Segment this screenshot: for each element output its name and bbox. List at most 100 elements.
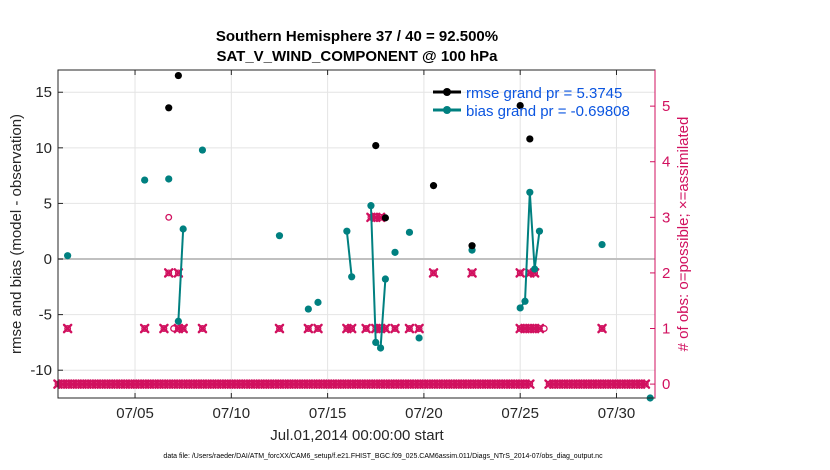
obs-possible-point xyxy=(165,380,173,388)
bias-point xyxy=(391,248,399,256)
obs-possible-point xyxy=(536,325,543,332)
obs-assimilated-point xyxy=(404,323,415,334)
y2-axis-label: # of obs: o=possible; ×=assimilated xyxy=(675,117,692,352)
obs-assimilated-point xyxy=(428,268,439,278)
obs-possible-point xyxy=(511,380,519,388)
obs-possible-point xyxy=(377,380,385,388)
obs-possible-point xyxy=(78,380,86,388)
obs-possible-point xyxy=(637,380,645,388)
rmse-point xyxy=(429,182,438,190)
obs-possible-point xyxy=(483,380,490,388)
bias-point xyxy=(372,338,380,347)
obs-possible-point xyxy=(627,380,635,388)
obs-possible-point xyxy=(261,380,269,388)
obs-possible-point xyxy=(314,325,322,332)
bias-point xyxy=(598,240,606,249)
rmse-point xyxy=(381,214,389,222)
obs-assimilated-point xyxy=(62,323,73,334)
obs-possible-point xyxy=(174,325,182,332)
obs-possible-point xyxy=(444,380,452,388)
bias-series xyxy=(64,146,654,402)
y2-tick-label: 0 xyxy=(662,376,670,393)
obs-possible-point xyxy=(150,380,158,388)
obs-possible-point xyxy=(415,325,423,332)
obs-possible-point xyxy=(276,325,283,332)
obs-possible-point xyxy=(266,380,274,388)
obs-assimilated-point xyxy=(163,268,174,278)
x-tick-label: 07/20 xyxy=(405,405,443,422)
obs-possible-point xyxy=(531,325,539,332)
obs-possible-point xyxy=(251,380,259,388)
obs-possible-point xyxy=(377,325,385,332)
obs-possible-point xyxy=(449,380,457,388)
obs-possible-point xyxy=(146,380,153,388)
chart-title: Southern Hemisphere 37 / 40 = 92.500% xyxy=(216,28,498,45)
obs-possible-point xyxy=(227,380,235,388)
bias-point xyxy=(64,252,72,260)
obs-possible-point xyxy=(401,380,409,388)
obs-assimilated-point xyxy=(159,323,169,334)
obs-possible-point xyxy=(622,380,630,388)
obs-possible-point xyxy=(468,269,476,277)
obs-possible-point xyxy=(353,380,360,388)
obs-possible-point xyxy=(458,380,466,388)
obs-possible-point xyxy=(386,380,394,388)
obs-possible-point xyxy=(64,325,72,332)
obs-possible-point xyxy=(338,380,346,388)
obs-possible-point xyxy=(463,380,471,388)
obs-possible-point xyxy=(473,380,481,388)
bias-point xyxy=(521,297,529,305)
obs-possible-point xyxy=(68,380,76,388)
obs-possible-point xyxy=(521,325,529,332)
grid xyxy=(58,70,655,398)
obs-possible-point xyxy=(256,380,264,388)
obs-possible-point xyxy=(555,380,563,388)
obs-possible-point xyxy=(372,213,380,221)
obs-assimilated-point xyxy=(525,379,535,389)
obs-possible-point xyxy=(343,380,351,388)
bias-point xyxy=(141,176,149,184)
obs-possible-point xyxy=(160,325,168,332)
y2-tick-label: 4 xyxy=(662,154,670,171)
obs-possible-point xyxy=(357,380,365,388)
obs-possible-point xyxy=(593,380,601,388)
obs-possible-point xyxy=(410,380,418,388)
obs-possible-point xyxy=(521,380,529,388)
rmse-point xyxy=(372,142,380,150)
obs-possible-point xyxy=(189,380,197,388)
obs-possible-point xyxy=(285,380,293,388)
obs-possible-point xyxy=(641,380,649,388)
bias-point xyxy=(526,188,534,196)
bias-point xyxy=(314,298,322,306)
obs-possible-point xyxy=(430,380,437,388)
obs-possible-point xyxy=(121,380,129,388)
obs-possible-point xyxy=(516,269,524,277)
legend-bias-marker xyxy=(443,106,451,114)
obs-assimilated-point xyxy=(303,323,314,334)
obs-possible-point xyxy=(516,380,524,388)
obs-possible-point xyxy=(155,380,163,388)
rmse-point xyxy=(174,71,182,80)
bias-point xyxy=(348,273,356,281)
legend-bias-label: bias grand pr = -0.69808 xyxy=(466,103,630,120)
obs-assimilated-point xyxy=(640,379,651,389)
obs-possible-point xyxy=(247,380,255,388)
obs-possible-point xyxy=(126,380,134,388)
obs-possible-point xyxy=(218,380,226,388)
obs-possible-point xyxy=(396,380,404,388)
obs-possible-point xyxy=(184,380,192,388)
legend: rmse grand pr = 5.3745 bias grand pr = -… xyxy=(433,85,630,120)
obs-possible-point xyxy=(478,380,486,388)
obs-possible-point xyxy=(117,380,125,388)
obs-assimilated-point xyxy=(313,323,323,334)
obs-possible-point xyxy=(107,380,115,388)
obs-possible-point xyxy=(64,380,72,388)
obs-assimilated-point xyxy=(361,323,371,334)
obs-possible-point xyxy=(343,325,351,332)
obs-possible-point xyxy=(179,380,187,388)
obs-possible-point xyxy=(588,380,596,388)
bias-point xyxy=(275,232,284,240)
bias-point xyxy=(535,227,544,235)
obs-possible-point xyxy=(242,380,250,388)
obs-possible-point xyxy=(617,380,625,388)
